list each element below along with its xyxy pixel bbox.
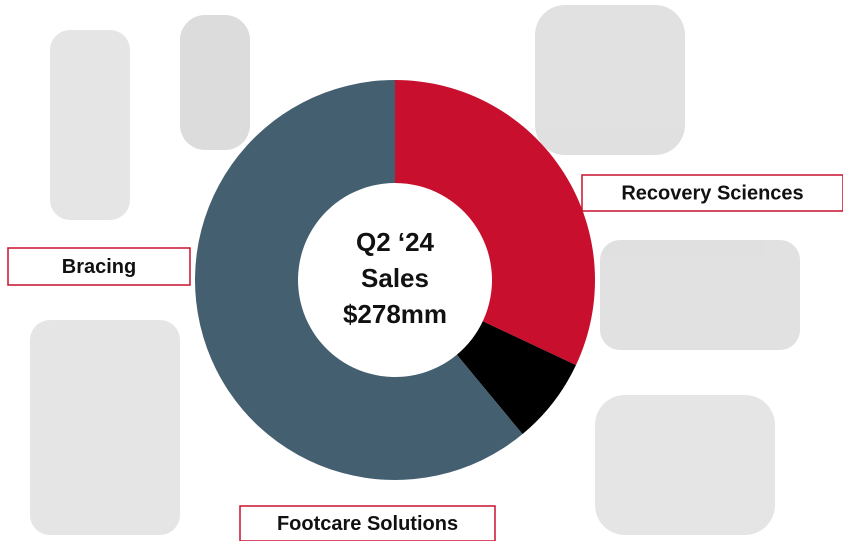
center-line: Sales bbox=[361, 263, 429, 293]
center-text: Q2 ‘24 Sales $278mm bbox=[343, 227, 447, 329]
donut-segment bbox=[395, 80, 595, 366]
brace-image bbox=[50, 30, 130, 220]
center-line: $278mm bbox=[343, 299, 447, 329]
knee-sleeve-image bbox=[180, 15, 250, 150]
segment-label: Footcare Solutions bbox=[277, 513, 458, 535]
donut-segment bbox=[194, 80, 523, 480]
rpw-image bbox=[595, 395, 775, 535]
label-box bbox=[7, 247, 191, 286]
donut bbox=[194, 80, 595, 480]
labels: Recovery Sciences Bracing Footcare Solutio… bbox=[7, 174, 843, 541]
shoulder-image bbox=[535, 5, 685, 155]
label-box bbox=[239, 505, 496, 541]
donut-segment bbox=[456, 321, 576, 435]
label-box bbox=[581, 174, 843, 212]
device-image bbox=[600, 240, 800, 350]
product-images bbox=[30, 5, 800, 535]
segment-label: Recovery Sciences bbox=[621, 182, 803, 204]
center-line: Q2 ‘24 bbox=[356, 227, 435, 257]
segment-label: Bracing bbox=[62, 256, 136, 278]
boot-image bbox=[30, 320, 180, 535]
